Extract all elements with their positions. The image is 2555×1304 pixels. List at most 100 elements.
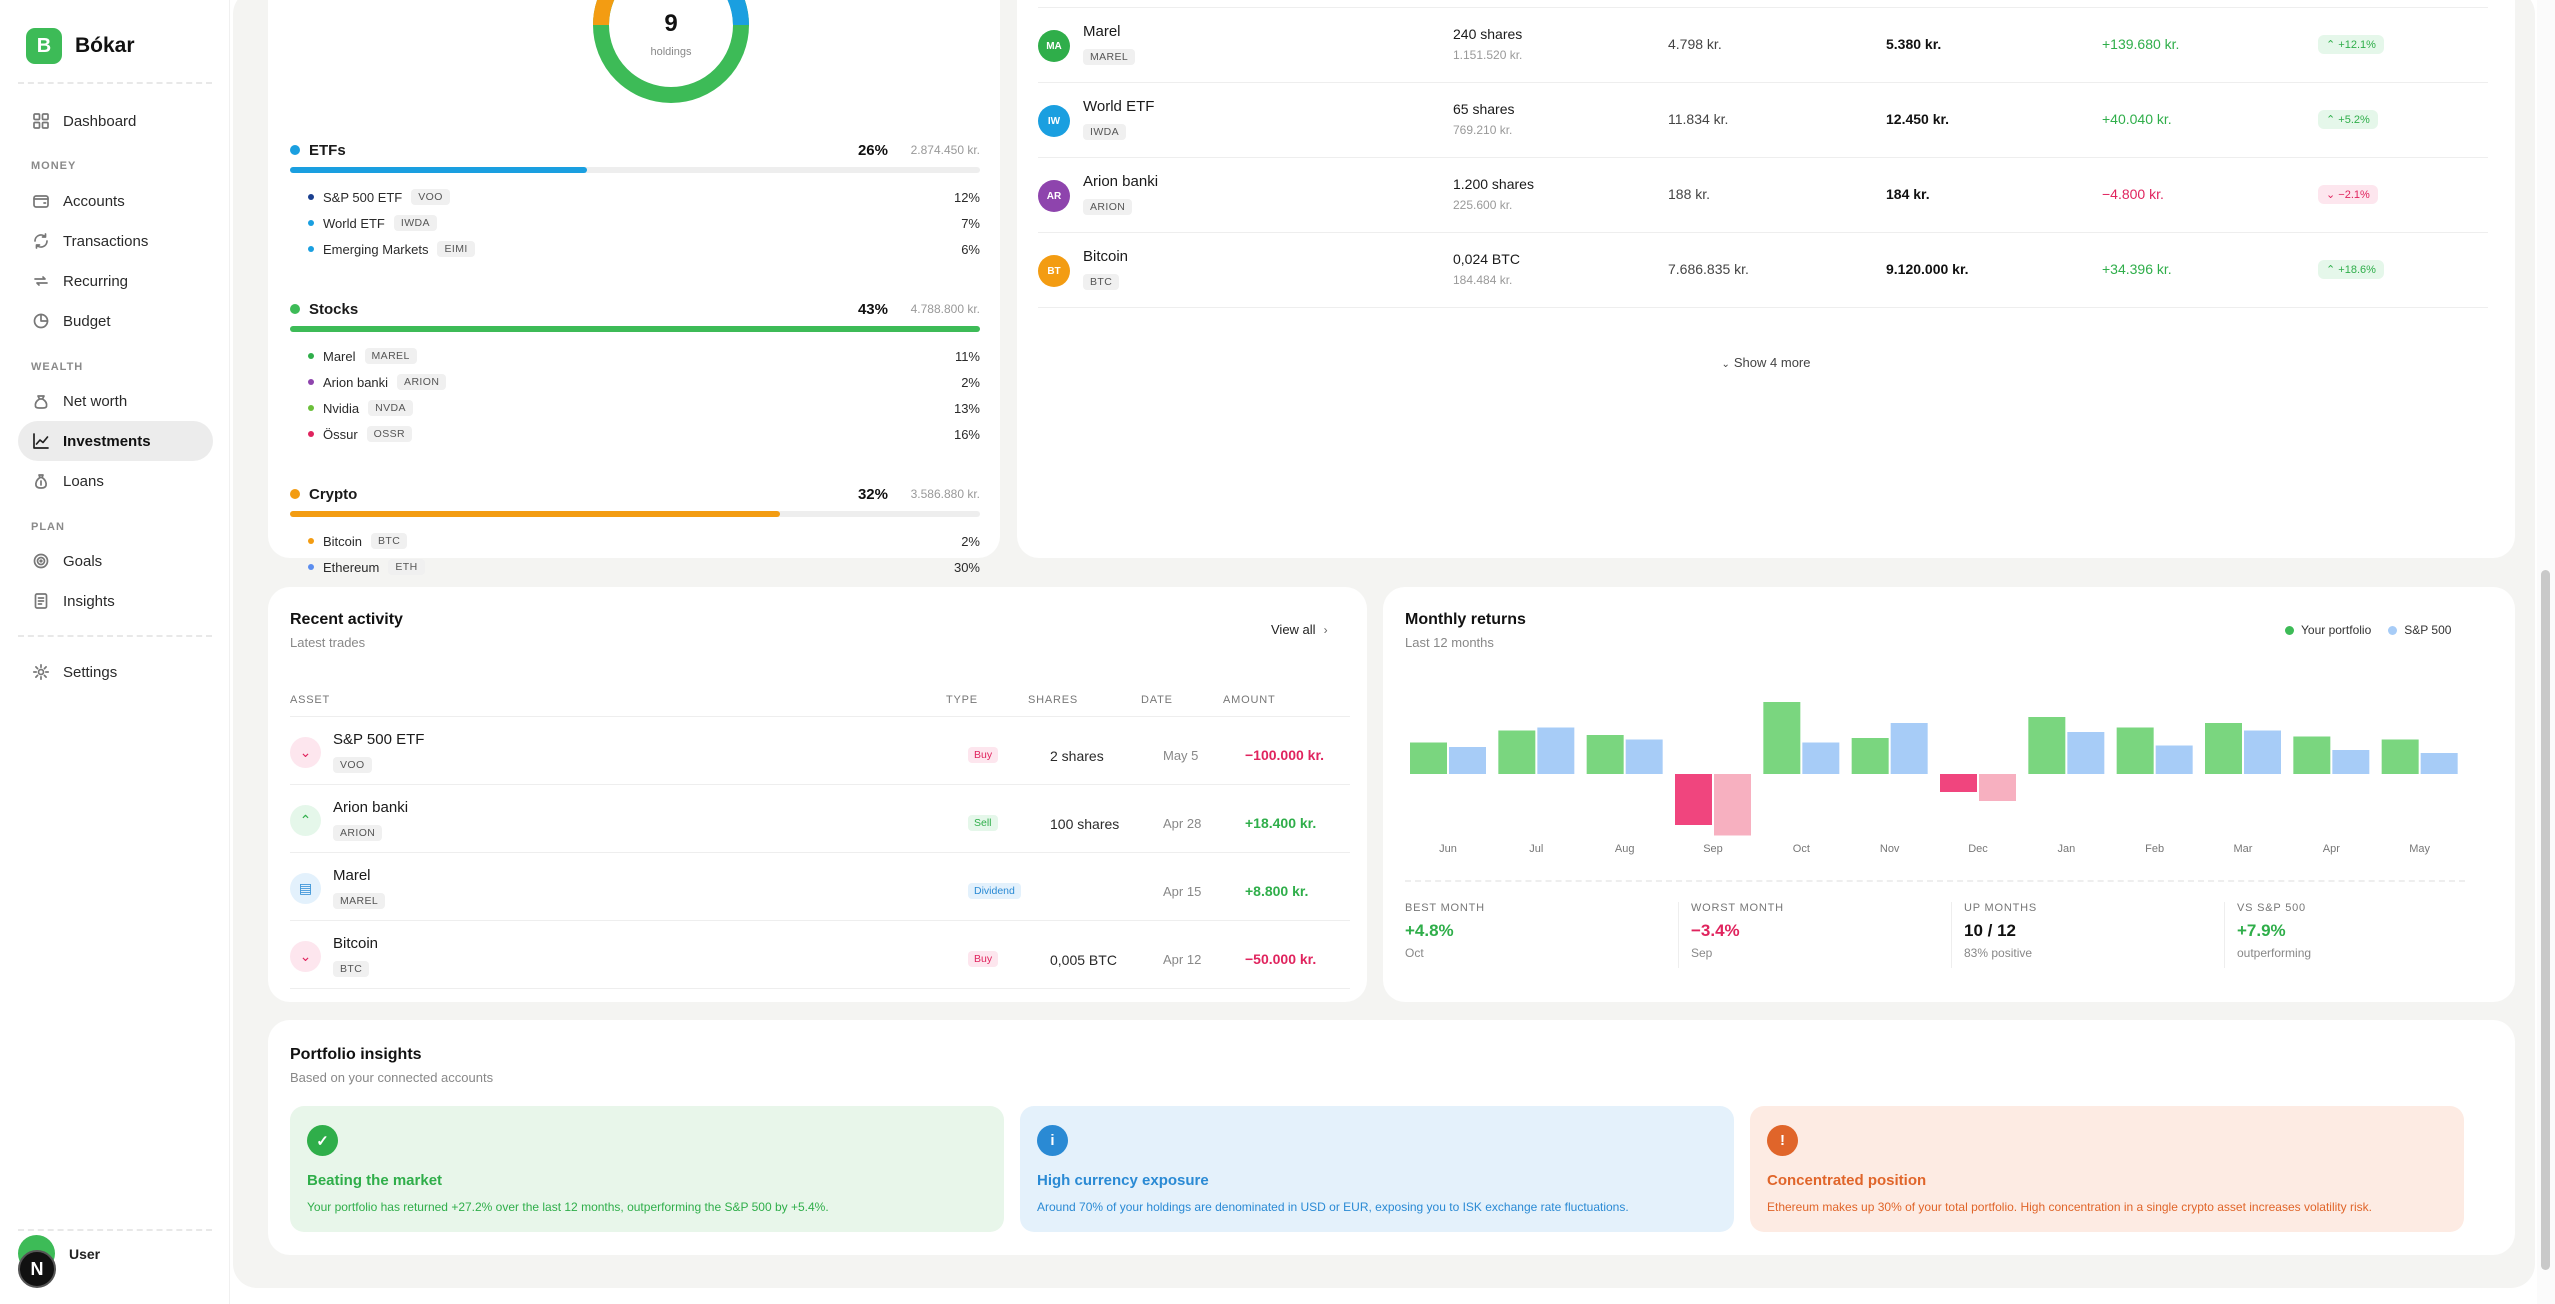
gain-loss: +34.396 kr. <box>2102 261 2172 277</box>
sidebar-item-label: Dashboard <box>63 112 137 130</box>
sidebar-item-accounts[interactable]: Accounts <box>18 181 213 221</box>
stat-value: +4.8% <box>1405 921 1454 940</box>
bar-sp500-nov[interactable] <box>1890 723 1928 774</box>
current-price: 184 kr. <box>1886 186 1930 202</box>
allocation-item[interactable]: World ETF IWDA 7% <box>308 213 980 233</box>
allocation-group[interactable]: ETFs 26% 2.874.450 kr. S&P 500 ETF VOO 12% Wor… <box>290 140 980 258</box>
avg-cost: 4.798 kr. <box>1668 36 1722 52</box>
sidebar-item-recurring[interactable]: Recurring <box>18 261 213 301</box>
ticker-badge: MAREL <box>333 893 386 909</box>
bar-sp500-jun[interactable] <box>1449 747 1486 774</box>
asset-name: Bitcoin <box>333 935 379 952</box>
bar-sp500-jul[interactable] <box>1537 727 1575 775</box>
type-badge: Sell <box>968 815 998 831</box>
table-row[interactable]: MA Marel MAREL 240 shares 1.151.520 kr. 4.798… <box>1038 8 2488 83</box>
allocation-item[interactable]: Nvidia NVDA 13% <box>308 398 980 418</box>
allocation-item[interactable]: S&P 500 ETF VOO 12% <box>308 187 980 207</box>
bar-sp500-oct[interactable] <box>1802 742 1840 775</box>
allocation-item[interactable]: Ethereum ETH 30% <box>308 557 980 577</box>
ticker-badge: ETH <box>388 559 425 575</box>
insight-title: High currency exposure <box>1037 1172 1209 1189</box>
insight-card[interactable]: i High currency exposure Around 70% of you… <box>1020 1106 1734 1232</box>
bar-portfolio-sep[interactable] <box>1675 774 1712 825</box>
group-amount: 4.788.800 kr. <box>910 302 980 316</box>
sidebar-item-dashboard[interactable]: Dashboard <box>18 101 213 141</box>
col-amount: AMOUNT <box>1223 694 1276 706</box>
bar-portfolio-oct[interactable] <box>1763 702 1801 774</box>
allocation-group[interactable]: Stocks 43% 4.788.800 kr. Marel MAREL 11% Arion… <box>290 299 980 443</box>
bar-sp500-jan[interactable] <box>2067 732 2105 774</box>
allocation-item[interactable]: Bitcoin BTC 2% <box>308 531 980 551</box>
show-more-button[interactable]: ⌄ Show 4 more <box>1017 355 2515 370</box>
allocation-item[interactable]: Emerging Markets EIMI 6% <box>308 239 980 259</box>
allocation-item[interactable]: Arion banki ARION 2% <box>308 372 980 392</box>
sidebar-item-label: Accounts <box>63 192 125 210</box>
view-all-label: View all <box>1271 622 1316 637</box>
stat-sub: Oct <box>1405 946 1424 960</box>
bar-portfolio-mar[interactable] <box>2205 723 2242 774</box>
sidebar-item-settings[interactable]: Settings <box>18 652 213 692</box>
bar-portfolio-nov[interactable] <box>1851 738 1889 774</box>
sidebar-item-label: Net worth <box>63 392 128 410</box>
bar-portfolio-apr[interactable] <box>2293 736 2331 775</box>
show-more-label: Show 4 more <box>1733 355 1811 370</box>
warning-icon: ! <box>1767 1125 1798 1156</box>
gear-icon <box>32 663 50 681</box>
table-row[interactable]: BT Bitcoin BTC 0,024 BTC 184.484 kr. 7.686.83… <box>1038 233 2488 308</box>
table-row[interactable]: ⌄ Bitcoin BTC Buy 0,005 BTC Apr 12 −50.000 kr. <box>290 921 1350 989</box>
sidebar-item-loans[interactable]: Loans <box>18 461 213 501</box>
table-row[interactable]: VOVOO1.270.864 kr.45.366 kr.49.200 kr.+1… <box>1038 0 2488 8</box>
table-row[interactable]: ⌄ S&P 500 ETF VOO Buy 2 shares May 5 −100.000 … <box>290 717 1350 785</box>
allocation-item[interactable]: Össur OSSR 16% <box>308 424 980 444</box>
sidebar-item-budget[interactable]: Budget <box>18 301 213 341</box>
bar-sp500-mar[interactable] <box>2244 730 2281 775</box>
allocation-item[interactable]: Marel MAREL 11% <box>308 346 980 366</box>
table-row[interactable]: ⌃ Arion banki ARION Sell 100 shares Apr 28 +18… <box>290 785 1350 853</box>
x-tick-label: Mar <box>2234 843 2253 855</box>
stat-label: WORST MONTH <box>1691 902 1784 914</box>
bar-sp500-dec[interactable] <box>1979 774 2016 801</box>
date: Apr 28 <box>1163 816 1202 831</box>
sidebar-item-label: Insights <box>63 592 115 610</box>
sidebar-item-goals[interactable]: Goals <box>18 541 213 581</box>
bar-sp500-may[interactable] <box>2420 753 2458 774</box>
scrollbar-thumb[interactable] <box>2541 570 2550 1270</box>
shares: 65 shares <box>1453 101 1515 117</box>
bar-sp500-feb[interactable] <box>2155 745 2193 775</box>
group-amount: 2.874.450 kr. <box>910 143 980 157</box>
sidebar-item-label: Settings <box>63 663 118 681</box>
sidebar-item-insights[interactable]: Insights <box>18 581 213 621</box>
bar-portfolio-jun[interactable] <box>1410 742 1447 775</box>
table-row[interactable]: ▤ Marel MAREL Dividend Apr 15 +8.800 kr. <box>290 853 1350 921</box>
bar-portfolio-aug[interactable] <box>1586 735 1624 774</box>
stat-sub: 83% positive <box>1964 946 2033 960</box>
bar-portfolio-jan[interactable] <box>2028 717 2066 774</box>
change-badge: ⌃ +18.6% <box>2318 260 2384 279</box>
bar-portfolio-jul[interactable] <box>1498 730 1536 775</box>
sidebar-item-net-worth[interactable]: Net worth <box>18 381 213 421</box>
bar-sp500-sep[interactable] <box>1714 774 1751 836</box>
bar-portfolio-dec[interactable] <box>1940 774 1977 792</box>
table-row[interactable]: IW World ETF IWDA 65 shares 769.210 kr. 11.83… <box>1038 83 2488 158</box>
brand[interactable]: B Bókar <box>26 28 135 64</box>
table-row[interactable]: AR Arion banki ARION 1.200 shares 225.600 kr… <box>1038 158 2488 233</box>
portfolio-insights-card: Portfolio insights Based on your connect… <box>268 1020 2515 1255</box>
view-all-link[interactable]: View all › <box>1271 622 1328 637</box>
item-name: Bitcoin <box>323 533 363 549</box>
allocation-group[interactable]: Crypto 32% 3.586.880 kr. Bitcoin BTC 2% Ethere… <box>290 484 980 576</box>
ticker-badge: ARION <box>333 825 383 841</box>
bar-sp500-aug[interactable] <box>1625 739 1663 775</box>
ticker-badge: OSSR <box>366 426 413 442</box>
insight-card[interactable]: ! Concentrated position Ethereum makes up … <box>1750 1106 2464 1232</box>
sidebar-item-investments[interactable]: Investments <box>18 421 213 461</box>
dev-badge[interactable]: N <box>18 1250 56 1288</box>
insight-card[interactable]: ✓ Beating the market Your portfolio has re… <box>290 1106 1004 1232</box>
legend-swatch-sp <box>2388 625 2398 635</box>
bar-portfolio-feb[interactable] <box>2116 727 2154 775</box>
sidebar-item-transactions[interactable]: Transactions <box>18 221 213 261</box>
bar-portfolio-may[interactable] <box>2381 739 2419 775</box>
arrow-up-icon: ⌃ <box>2326 39 2339 51</box>
asset-name: World ETF <box>1083 98 1155 115</box>
stat-label: UP MONTHS <box>1964 902 2038 914</box>
bar-sp500-apr[interactable] <box>2332 750 2370 774</box>
